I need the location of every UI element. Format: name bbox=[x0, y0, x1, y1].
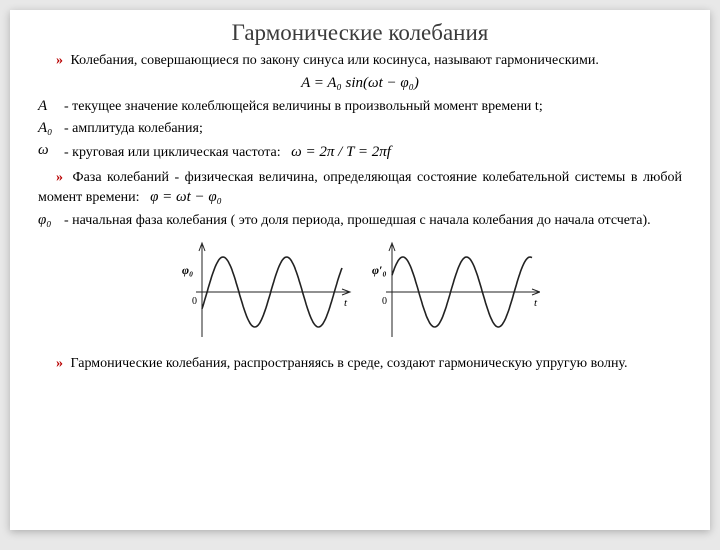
svg-text:φ₀: φ₀ bbox=[182, 263, 193, 277]
svg-text:0: 0 bbox=[192, 296, 197, 307]
def-phi0-text: - начальная фаза колебания ( это доля пе… bbox=[64, 212, 682, 231]
sine-plot-svg: φ₀ 0 t φ′₀ 0 t bbox=[180, 237, 540, 347]
def-a0: A₀ - амплитуда колебания; bbox=[38, 120, 682, 139]
def-omega: ω - круговая или циклическая частота: ω … bbox=[38, 142, 682, 163]
def-phi0: φ₀ - начальная фаза колебания ( это доля… bbox=[38, 212, 682, 231]
closing-paragraph: » Гармонические колебания, распространяя… bbox=[38, 355, 682, 374]
phase-paragraph: » Фаза колебаний - физическая величина, … bbox=[38, 169, 682, 209]
phase-formula: φ = ωt − φ₀ bbox=[150, 189, 222, 205]
omega-formula: ω = 2π / T = 2πf bbox=[291, 144, 391, 160]
intro-paragraph: » Колебания, совершающиеся по закону син… bbox=[38, 52, 682, 71]
def-phi0-symbol: φ₀ bbox=[38, 212, 64, 229]
def-a-symbol: A bbox=[38, 98, 64, 115]
svg-text:φ′₀: φ′₀ bbox=[372, 263, 387, 277]
def-omega-symbol: ω bbox=[38, 142, 64, 159]
phase-text: Фаза колебаний - физическая величина, оп… bbox=[38, 170, 682, 206]
def-a: A - текущее значение колеблющейся величи… bbox=[38, 98, 682, 117]
main-formula: A = A₀ sin(ωt − φ₀) bbox=[38, 75, 682, 92]
def-a0-symbol: A₀ bbox=[38, 120, 64, 137]
intro-text: Колебания, совершающиеся по закону синус… bbox=[71, 53, 599, 68]
bullet-icon: » bbox=[56, 356, 67, 371]
def-omega-text: - круговая или циклическая частота: ω = … bbox=[64, 142, 682, 163]
closing-text: Гармонические колебания, распространяясь… bbox=[71, 356, 628, 371]
bullet-icon: » bbox=[56, 170, 67, 185]
svg-text:0: 0 bbox=[382, 296, 387, 307]
def-a0-text: - амплитуда колебания; bbox=[64, 120, 682, 139]
svg-text:t: t bbox=[534, 297, 538, 309]
bullet-icon: » bbox=[56, 53, 67, 68]
def-a-text: - текущее значение колеблющейся величины… bbox=[64, 98, 682, 117]
page-title: Гармонические колебания bbox=[38, 20, 682, 46]
sine-graphs: φ₀ 0 t φ′₀ 0 t bbox=[38, 237, 682, 347]
slide: Гармонические колебания » Колебания, сов… bbox=[10, 10, 710, 530]
svg-text:t: t bbox=[344, 297, 348, 309]
